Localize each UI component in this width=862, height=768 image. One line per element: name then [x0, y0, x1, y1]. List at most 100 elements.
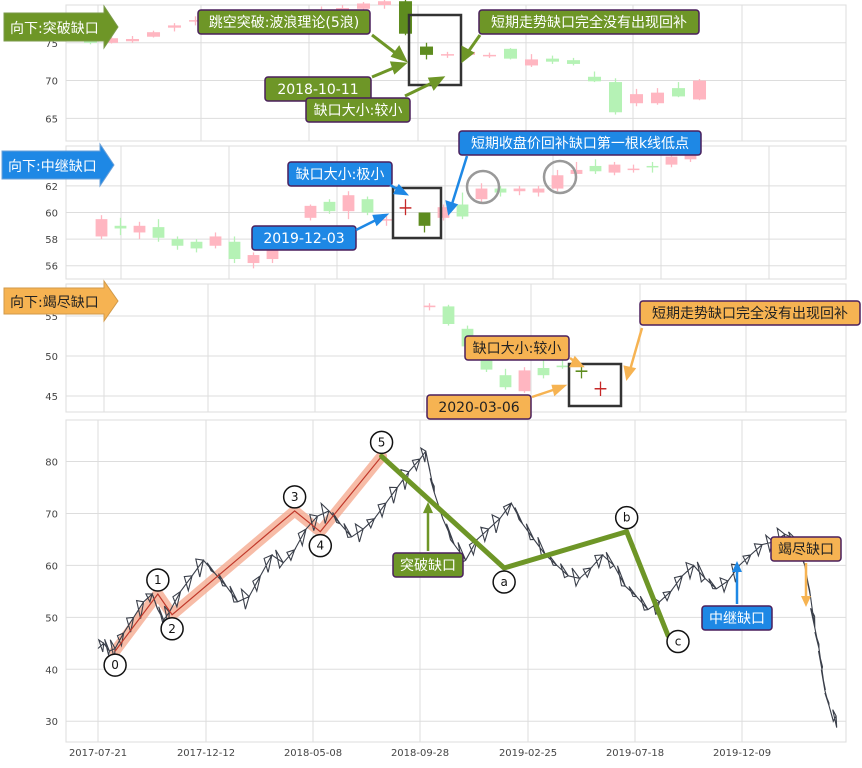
panel-3-title: 向下:竭尽缺口: [10, 295, 99, 311]
panel-4-price: 0 1 2 3 4 5 a b c: [97, 430, 838, 728]
panel-4-wave-a-circle: [492, 570, 516, 594]
panel-4-xtick-2: 2018-05-08: [284, 748, 342, 759]
panel-4-price-line: [97, 446, 838, 728]
panel-4-wave-3-label: 3: [291, 490, 299, 504]
panel-1-gap-box: [407, 13, 463, 87]
panel-2-highlight-circle-2: [542, 159, 578, 195]
panel-1-ytick-0: 65: [45, 114, 58, 125]
panel-1-candle-body-22: [545, 58, 560, 62]
panel-4-ytick-1: 40: [45, 665, 58, 676]
panel-2-callout-arrows: [355, 155, 469, 232]
panel-1-candle-body-19: [482, 54, 497, 57]
panel-2-candle-body-14: [361, 199, 374, 213]
panel-4-wave-1-circle: [146, 568, 170, 592]
panel-3-candle-body-4: [499, 375, 512, 388]
panel-2-gap-box: [391, 186, 443, 240]
panel-1-ytick-2: 75: [45, 39, 58, 50]
panel-2-yticks: 56 58 60 62: [45, 182, 58, 273]
panel-2-title: 向下:中继缺口: [8, 159, 97, 175]
panel-3-candle-body-0: [423, 305, 436, 308]
panel-1-label-3-box: [305, 97, 411, 123]
panel-2-candle-body-1: [114, 225, 127, 229]
panel-2-candle-body-21: [494, 188, 507, 193]
panel-4-xtick-1: 2017-12-12: [177, 748, 235, 759]
panel-1-label-4: 短期走势缺口完全没有出现回补: [491, 14, 687, 31]
panel-2-ytick-1: 58: [45, 235, 58, 246]
panel-2-candle-body-30: [665, 156, 678, 165]
panel-1-candle-body-16: [419, 46, 434, 55]
panel-1-ytick-1: 70: [45, 77, 58, 88]
panel-1-candle-body-4: [167, 25, 182, 28]
panel-1-title-arrow: [3, 4, 119, 50]
panel-1-candle-body-27: [650, 92, 665, 104]
panel-3-label-3-box: [639, 300, 861, 326]
panel-1-label-4-box: [478, 9, 700, 35]
panel-1-candle-body-17: [440, 54, 455, 56]
panel-4-wave-b-circle: [614, 505, 639, 530]
panel-2-candle-body-11: [304, 205, 317, 218]
panel-4-xtick-3: 2018-09-28: [391, 748, 449, 759]
panel-3-ytick-0: 45: [45, 392, 58, 403]
panel-4-wave-a-label: a: [500, 575, 507, 589]
panel-3-candle-body-5: [518, 370, 531, 392]
panel-1-label-2: 2018-10-11: [277, 82, 358, 98]
panel-1-candle-body-13: [356, 3, 371, 9]
panel-4-label-runaway-box: [701, 605, 773, 631]
panel-1-title: 向下:突破缺口: [10, 21, 99, 37]
panel-2-candle-body-3: [152, 227, 165, 238]
panel-4-wave-c-label: c: [675, 635, 682, 649]
panel-2-candle-body-6: [209, 236, 222, 246]
panel-2-ytick-0: 56: [45, 262, 58, 273]
panel-1-label-3: 缺口大小:较小: [314, 103, 403, 119]
panel-2-candle-body-13: [342, 195, 355, 212]
panel-4-wave-0-circle: [103, 653, 127, 677]
panel-2-label-2: 短期收盘价回补缺口第一根k线低点: [471, 135, 689, 152]
panel-2-candle-body-27: [608, 164, 621, 173]
panel-4-wave-5-label: 5: [378, 435, 386, 449]
panel-3-label-1-box: [464, 335, 570, 361]
panel-1-candle-body-26: [629, 94, 644, 104]
panel-2-candle-body-0: [95, 219, 108, 237]
panel-4-xtick-4: 2019-02-25: [499, 748, 557, 759]
panel-4-wave-2-label: 2: [168, 622, 176, 636]
panel-3-candle-body-1: [442, 306, 455, 324]
panel-4-ytick-0: 30: [45, 717, 58, 728]
panel-2-candle-body-16: [399, 207, 412, 209]
panel-3-candle-body-9: [594, 388, 607, 390]
panel-4-wave-1-label: 1: [154, 573, 162, 587]
panel-2-label-1: 缺口大小:极小: [296, 167, 385, 183]
panel-4-yticks: 30 40 50 60 70 80: [45, 458, 58, 729]
panel-3-ytick-2: 55: [45, 312, 58, 323]
panel-4-wave-b-label: b: [623, 511, 631, 525]
panel-1-candle-body-25: [608, 82, 623, 113]
panel-2-title-arrow: [1, 142, 115, 188]
panel-2-label-3-box: [251, 225, 357, 251]
panel-2-grid: [66, 146, 846, 279]
panel-4-wave-5-circle: [369, 430, 394, 455]
panel-2-candle-body-23: [532, 188, 545, 193]
panel-3-candle-body-6: [537, 368, 550, 376]
panel-2-candle-body-29: [646, 165, 659, 168]
panel-2-candle-body-26: [589, 165, 602, 172]
panel-2-candle-body-7: [228, 241, 241, 260]
panel-1-candle-body-1: [104, 38, 119, 43]
panel-3-label-2: 2020-03-06: [438, 400, 519, 416]
panel-2-candle-body-4: [171, 239, 184, 246]
panel-4-ytick-4: 70: [45, 509, 58, 520]
panel-4-xticks: 2017-07-21 2017-12-12 2018-05-08 2018-09-28…: [69, 748, 771, 759]
panel-3-ytick-1: 50: [45, 352, 58, 363]
panel-4-frame: [65, 419, 847, 743]
panel-1-candle-body-23: [566, 60, 581, 64]
panel-3-label-1: 缺口大小:较小: [473, 341, 562, 357]
panel-4-wave-line: [114, 455, 383, 652]
panel-4-xtick-5: 2019-07-18: [606, 748, 664, 759]
panel-3-label-3: 短期走势缺口完全没有出现回补: [652, 305, 848, 322]
panel-3-candle-body-8: [575, 370, 588, 372]
panel-1-candle-body-5: [188, 20, 203, 22]
panel-4-wave-4-circle: [308, 533, 333, 558]
panel-2-candle-body-28: [627, 168, 640, 171]
panel-2-candle-body-20: [475, 188, 488, 200]
panel-2-highlight-circle-1: [465, 169, 501, 205]
panel-4-label-breakaway-box: [392, 552, 464, 578]
